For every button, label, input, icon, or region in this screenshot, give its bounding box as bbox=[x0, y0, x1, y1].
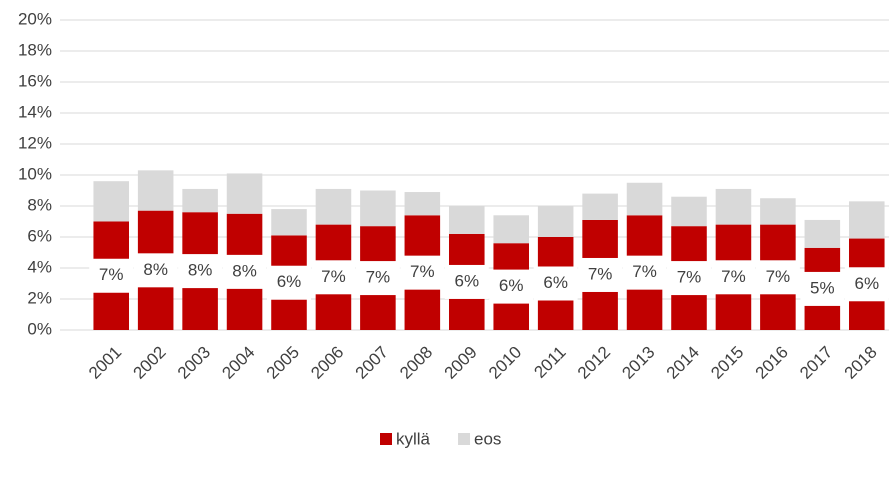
y-tick-label: 16% bbox=[18, 71, 52, 90]
y-tick-label: 8% bbox=[27, 195, 52, 214]
value-label: 7% bbox=[588, 264, 613, 283]
value-label: 8% bbox=[232, 261, 257, 280]
bar-segment bbox=[804, 219, 841, 248]
label-box bbox=[622, 255, 667, 290]
value-label: 5% bbox=[810, 278, 835, 297]
label-box bbox=[711, 260, 756, 295]
label-box bbox=[800, 271, 845, 306]
label-box bbox=[533, 266, 578, 301]
x-tick-label: 2015 bbox=[707, 343, 747, 383]
label-box bbox=[578, 257, 623, 292]
x-tick-label: 2008 bbox=[396, 343, 436, 383]
y-tick-label: 6% bbox=[27, 226, 52, 245]
value-label: 8% bbox=[188, 261, 213, 280]
x-tick-label: 2007 bbox=[352, 343, 392, 383]
value-label: 7% bbox=[99, 265, 124, 284]
bar-segment bbox=[226, 173, 263, 214]
value-label: 6% bbox=[854, 274, 879, 293]
value-label: 6% bbox=[499, 276, 524, 295]
bar-segment bbox=[271, 209, 307, 236]
label-box bbox=[178, 254, 223, 289]
y-tick-label: 4% bbox=[27, 257, 52, 276]
label-box bbox=[133, 253, 178, 288]
y-tick-label: 2% bbox=[27, 288, 52, 307]
value-label: 7% bbox=[677, 268, 702, 287]
x-tick-label: 2001 bbox=[85, 343, 125, 383]
x-tick-label: 2006 bbox=[307, 343, 347, 383]
y-tick-label: 18% bbox=[18, 40, 52, 59]
bar-segment bbox=[93, 181, 129, 222]
bar-segment bbox=[671, 196, 707, 227]
value-label: 6% bbox=[454, 271, 479, 290]
label-box bbox=[667, 261, 711, 296]
x-tick-label: 2002 bbox=[129, 343, 169, 383]
label-box bbox=[444, 264, 489, 299]
value-label: 6% bbox=[277, 272, 302, 291]
label-box bbox=[222, 254, 267, 289]
legend-label: kyllä bbox=[396, 429, 431, 448]
x-tick-label: 2016 bbox=[752, 343, 792, 383]
value-label: 7% bbox=[321, 267, 346, 286]
legend-swatch bbox=[458, 433, 471, 445]
x-tick-label: 2003 bbox=[174, 343, 214, 383]
label-box bbox=[355, 261, 400, 296]
label-box bbox=[311, 260, 356, 295]
x-tick-label: 2014 bbox=[663, 343, 703, 383]
value-label: 7% bbox=[410, 262, 435, 281]
bar-segment bbox=[360, 190, 396, 227]
value-label: 7% bbox=[766, 267, 791, 286]
y-tick-label: 14% bbox=[18, 102, 52, 121]
bar-segment bbox=[760, 198, 796, 225]
label-box bbox=[489, 269, 534, 304]
x-tick-label: 2011 bbox=[530, 343, 569, 382]
bar-segment bbox=[404, 192, 441, 216]
legend-label: eos bbox=[474, 429, 501, 448]
value-label: 7% bbox=[632, 262, 657, 281]
y-tick-label: 12% bbox=[18, 133, 52, 152]
x-tick-label: 2009 bbox=[441, 343, 481, 383]
y-tick-label: 10% bbox=[18, 164, 52, 183]
y-tick-label: 0% bbox=[27, 319, 52, 338]
legend-swatch bbox=[380, 433, 392, 445]
bar-segment bbox=[582, 193, 618, 220]
value-label: 7% bbox=[366, 268, 391, 287]
x-tick-label: 2017 bbox=[796, 343, 836, 383]
x-tick-label: 2013 bbox=[618, 343, 658, 383]
x-tick-label: 2004 bbox=[218, 343, 258, 383]
bar-segment bbox=[626, 182, 663, 216]
bar-segment bbox=[849, 201, 885, 239]
label-box bbox=[400, 255, 445, 290]
bar-segment bbox=[493, 215, 529, 244]
bar-segment bbox=[537, 206, 574, 237]
label-box bbox=[89, 258, 134, 293]
label-box bbox=[755, 260, 800, 295]
bar-segment bbox=[137, 170, 174, 211]
bar-segment bbox=[715, 188, 752, 225]
value-label: 6% bbox=[543, 273, 568, 292]
y-tick-label: 20% bbox=[18, 9, 52, 28]
label-box bbox=[267, 265, 311, 300]
value-label: 7% bbox=[721, 267, 746, 286]
x-tick-label: 2018 bbox=[841, 343, 881, 383]
bar-segment bbox=[315, 188, 352, 225]
bar-segment bbox=[182, 188, 218, 213]
label-box bbox=[844, 267, 889, 302]
bar-segment bbox=[449, 206, 485, 234]
x-tick-label: 2012 bbox=[574, 343, 614, 383]
x-tick-label: 2010 bbox=[485, 343, 525, 383]
x-tick-label: 2005 bbox=[263, 343, 303, 383]
value-label: 8% bbox=[143, 260, 168, 279]
